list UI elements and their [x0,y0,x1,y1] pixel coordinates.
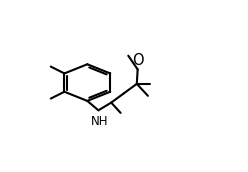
Text: O: O [132,53,143,68]
Text: NH: NH [91,115,108,128]
